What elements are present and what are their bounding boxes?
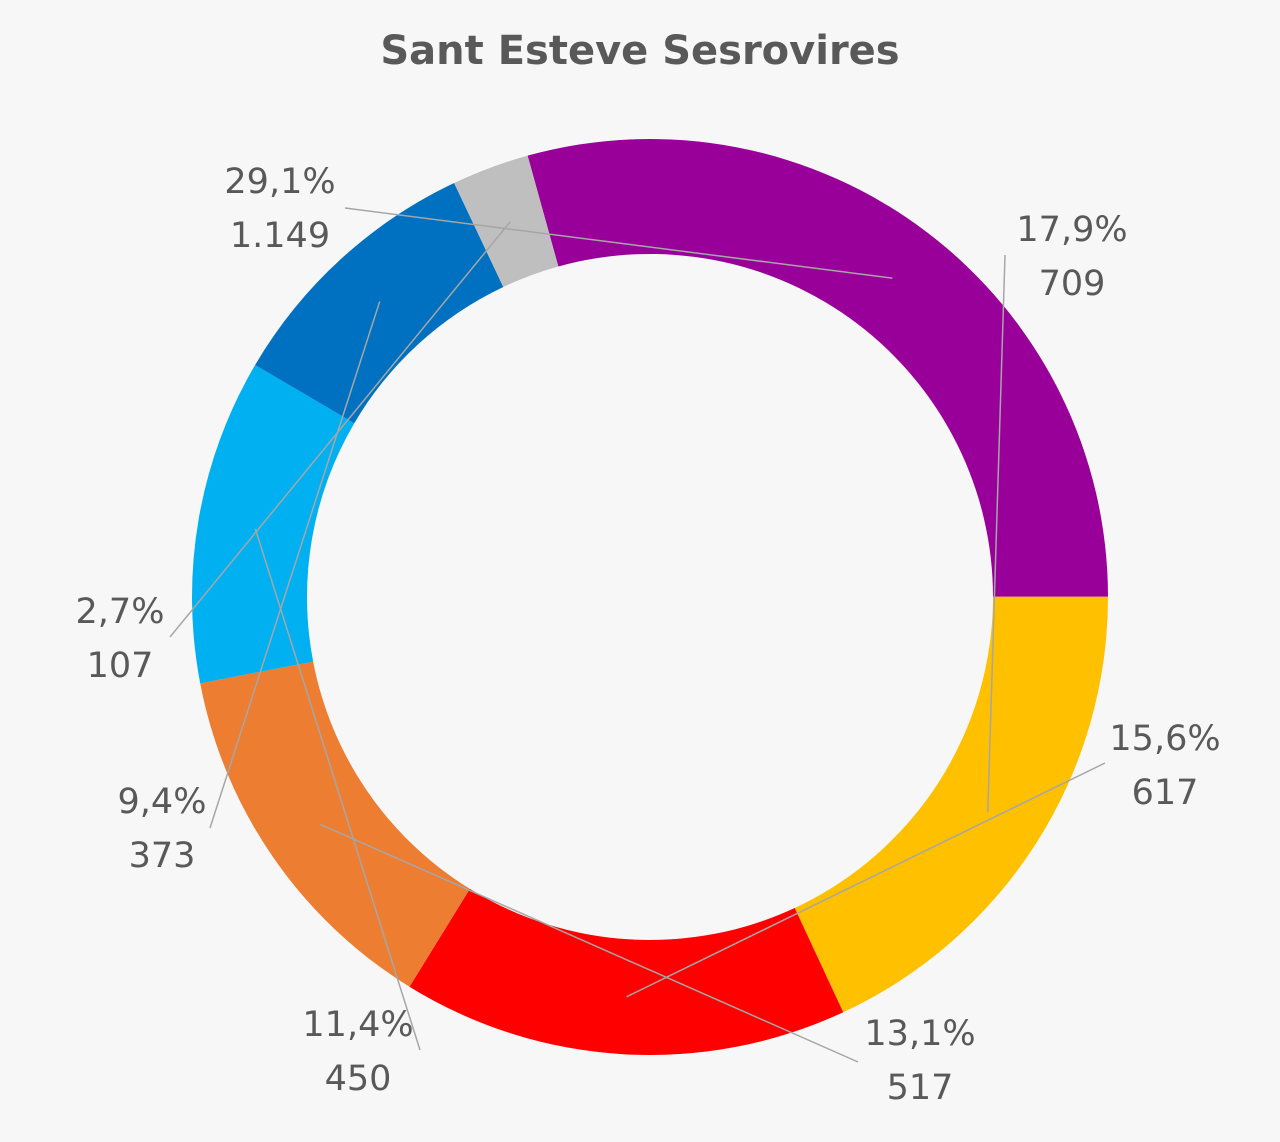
leaders-layer (169, 207, 1106, 1063)
value-label-5: 450 (325, 1059, 392, 1099)
donut-slice-3 (409, 888, 844, 1055)
percent-label-1: 29,1% (224, 162, 335, 202)
value-label-4: 517 (887, 1068, 954, 1108)
value-label-6: 373 (129, 836, 196, 876)
leader-line-5 (254, 528, 421, 1051)
value-label-1: 1.149 (230, 216, 330, 256)
chart-title: Sant Esteve Sesrovires (380, 28, 900, 74)
leader-line-2 (987, 254, 1006, 813)
donut-slice-4 (200, 661, 470, 987)
leader-line-6 (209, 301, 381, 829)
donut-slice-7 (454, 155, 559, 287)
value-label-3: 617 (1132, 773, 1199, 813)
percent-label-4: 13,1% (864, 1014, 975, 1054)
leader-line-1 (344, 207, 893, 279)
leader-line-7 (169, 221, 511, 638)
donut-slice-2 (794, 596, 1108, 1013)
percent-label-7: 2,7% (76, 592, 165, 632)
labels-layer: 29,1% 1.149 17,9% 709 15,6% 617 13,1% 517 11,4% 4… (76, 162, 1221, 1108)
value-label-7: 107 (87, 646, 154, 686)
donut-slice-1 (527, 139, 1108, 597)
percent-label-6: 9,4% (118, 782, 207, 822)
leader-line-3 (626, 762, 1106, 998)
percent-label-5: 11,4% (302, 1005, 413, 1045)
slices-layer (192, 139, 1108, 1055)
value-label-2: 709 (1039, 264, 1106, 304)
donut-slice-5 (192, 364, 355, 684)
percent-label-3: 15,6% (1109, 719, 1220, 759)
percent-label-2: 17,9% (1016, 210, 1127, 250)
leader-line-4 (320, 823, 859, 1063)
